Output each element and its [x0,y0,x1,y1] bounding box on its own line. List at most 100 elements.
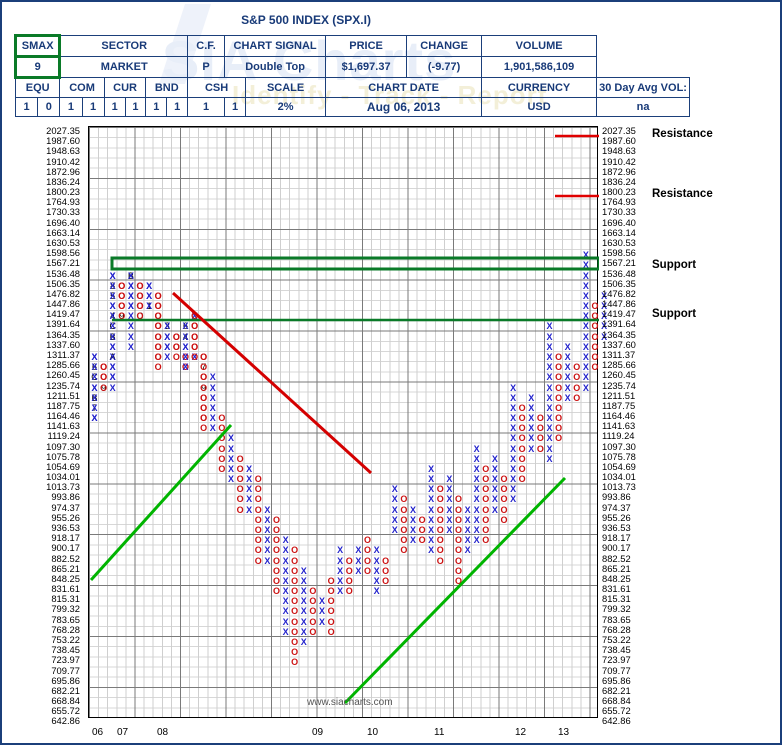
value-price: $1,697.37 [325,56,408,78]
pf-mark: O [154,321,162,332]
pf-mark: X [528,413,535,424]
pf-mark: O [518,443,526,454]
pf-mark: O [154,341,162,352]
pf-mark: X [227,474,234,485]
price-axis-tick-right: 1696.40 [602,216,636,228]
pf-mark: X [409,504,416,515]
pf-mark: O [254,474,262,485]
pf-mark: X [146,280,153,291]
label-change: CHANGE [406,35,483,57]
pf-mark: X [510,392,517,403]
pf-mark: O [100,382,108,393]
pf-mark: O [236,453,244,464]
price-axis-tick-right: 936.53 [602,522,631,534]
pf-mark: X [91,372,98,383]
year-tick: 08 [157,727,169,738]
pf-mark: X [282,535,289,546]
price-axis-tick-left: 738.45 [51,644,80,656]
pf-mark: X [127,301,134,312]
pf-mark: X [582,260,589,271]
pf-mark: X [564,382,571,393]
pf-mark: O [272,555,280,566]
pf-mark: O [254,525,262,536]
pf-mark: O [518,474,526,485]
pf-mark: X [282,616,289,627]
pf-mark: O [591,331,599,342]
price-axis-tick-right: 993.86 [602,491,631,503]
pf-mark: O [154,351,162,362]
label-csh: CSH [187,77,247,98]
pf-mark: O [482,525,490,536]
pf-mark: 4 [110,311,116,322]
pf-mark: X [182,362,189,373]
pf-mark: B [127,270,134,281]
pf-mark: X [91,402,98,413]
pf-mark: X [109,321,116,332]
pf-mark: 1 [146,301,152,312]
pf-mark: X [109,301,116,312]
pf-mark: O [327,596,335,607]
year-tick: 11 [434,727,445,738]
pf-mark: O [400,514,408,525]
pf-mark: O [400,545,408,556]
pf-mark: O [136,301,144,312]
pf-mark: X [355,565,362,576]
pf-mark: O [200,372,208,383]
pf-mark: X [182,331,189,342]
pf-mark: X [146,301,153,312]
pf-mark: X [391,484,398,495]
pf-mark: O [500,504,508,515]
pf-mark: X [282,555,289,566]
header-row-labels-2: EQU COM CUR BND CSH SCALE CHART DATE CUR… [14,77,690,98]
pf-mark: X [109,280,116,291]
price-axis-tick-right: 1764.93 [602,196,636,208]
price-axis-tick-left: 1663.14 [46,226,80,238]
value-com-2: 1 [81,97,105,117]
pf-mark: X [528,433,535,444]
price-axis-tick-left: 865.21 [51,562,80,574]
pf-mark: X [428,525,435,536]
price-axis-tick-left: 993.86 [51,491,80,503]
pf-mark: X [164,331,171,342]
pf-mark: O [400,494,408,505]
pf-mark: O [272,514,280,525]
pf-mark: X [300,575,307,586]
price-axis-tick-left: 1506.35 [46,277,80,289]
pf-mark: O [345,586,353,597]
price-axis-tick-left: 1235.74 [46,379,80,391]
pf-mark: X [546,351,553,362]
pf-mark: O [291,565,299,576]
price-axis-tick-left: 1567.21 [46,257,80,269]
pf-mark: X [409,525,416,536]
pf-mark: O [573,392,581,403]
price-axis-tick-right: 1097.30 [602,440,636,452]
pf-mark: X [164,351,171,362]
pf-mark: O [291,575,299,586]
value-com-1: 1 [59,97,83,117]
pf-mark: O [118,280,126,291]
pf-mark: O [555,402,563,413]
annotation-label: Support [652,308,697,320]
price-axis-tick-left: 1836.24 [46,175,80,187]
pf-mark: X [109,362,116,373]
price-axis-tick-right: 783.65 [602,613,631,625]
price-axis-tick-left: 815.31 [51,593,80,605]
price-axis-tick-left: 831.61 [51,583,80,595]
pf-mark: O [154,341,162,352]
pf-mark: X [428,474,435,485]
pf-mark: O [555,423,563,434]
pf-mark: X [91,382,98,393]
pf-mark: X [464,514,471,525]
pf-mark: O [291,626,299,637]
pf-mark: 6 [91,362,97,373]
pf-mark: O [136,301,144,312]
value-sector: MARKET [59,56,189,78]
value-cf: P [187,56,226,78]
pf-mark: O [482,535,490,546]
pf-mark: O [191,341,199,352]
price-axis-tick-left: 1987.60 [46,135,80,147]
pf-mark: X [127,290,134,301]
value-avg-vol: na [596,97,690,117]
price-axis-tick-right: 1948.63 [602,145,636,157]
